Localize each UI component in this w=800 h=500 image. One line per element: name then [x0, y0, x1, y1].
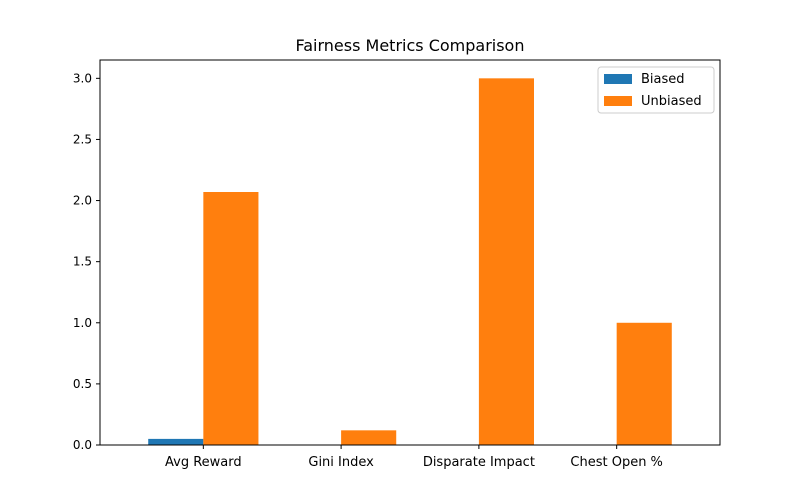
- y-tick-label: 0.5: [73, 377, 92, 391]
- x-tick-label: Avg Reward: [165, 455, 242, 470]
- legend-label-unbiased: Unbiased: [641, 94, 702, 109]
- y-tick-label: 0.0: [73, 438, 92, 452]
- bar-unbiased-1: [341, 430, 397, 445]
- plot-area: 0.0 0.5 1.0 1.5 2.0 2.5 3.0 Avg Reward Gini Inde…: [73, 59, 721, 470]
- legend-label-biased: Biased: [641, 72, 685, 87]
- y-tick-label: 3.0: [73, 71, 92, 85]
- bar-unbiased-2: [478, 78, 534, 445]
- legend: Biased Unbiased: [597, 66, 715, 114]
- x-tick-label: Disparate Impact: [423, 455, 535, 470]
- y-tick-label: 1.0: [73, 316, 92, 330]
- x-tick-label: Gini Index: [308, 455, 374, 470]
- bar-unbiased-3: [616, 322, 672, 445]
- bar-unbiased-0: [203, 192, 259, 445]
- y-tick-label: 2.0: [73, 194, 92, 208]
- axes-frame: [99, 59, 721, 446]
- legend-swatch-biased: [604, 74, 632, 84]
- bar-biased-0: [148, 438, 204, 445]
- y-tick-label: 1.5: [73, 255, 92, 269]
- y-tick-label: 2.5: [73, 132, 92, 146]
- chart-title: Fairness Metrics Comparison: [296, 36, 525, 55]
- legend-swatch-unbiased: [604, 96, 632, 106]
- x-tick-label: Chest Open %: [570, 455, 663, 470]
